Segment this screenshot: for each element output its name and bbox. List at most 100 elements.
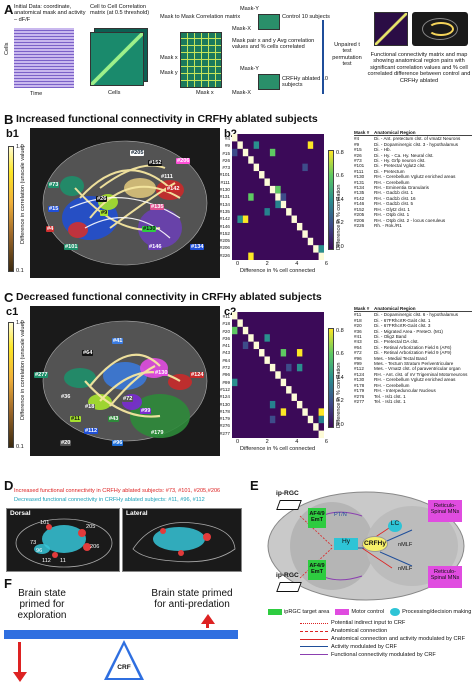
- heatmap-row-label: #134: [219, 201, 230, 207]
- iprgc-bot-icon: [276, 582, 302, 592]
- table-cell-mask: #206: [354, 217, 365, 223]
- table-cell-region: Di. - Migrated Area - PreteO. (M1): [374, 328, 443, 334]
- heatmap-diagonal-cell: [253, 163, 260, 172]
- b1-roi-111: #111: [160, 174, 174, 180]
- panel-a-step2: Cell to Cell Correlation matrix (at 0.5 …: [90, 4, 150, 17]
- result-matrix: [374, 12, 408, 46]
- arrow-legend-label: Potential indirect input to CRF: [331, 620, 406, 626]
- table-row: #72 Di. - Retinal Arborization Field 9 (A…: [354, 350, 472, 355]
- b2-cbar-ticks: 0.8 0.6 0.4 0.2 0.0: [336, 150, 344, 250]
- f-fulcrum-inner: [108, 645, 140, 678]
- table-row: #11 Di. - Dopaminergic clst. 6 - hypothal…: [354, 312, 472, 317]
- c1-cbar-bot: 0.1: [16, 444, 24, 450]
- panel-f-letter: F: [4, 576, 12, 591]
- b2-table-rows: #4 Di. - Ant. pretectum clst. of vmat2 Ne…: [354, 136, 472, 228]
- table-cell-mask: #179: [354, 388, 365, 394]
- c2-region-table: Mask # Anatomical Region #11 Di. - Dopami…: [354, 306, 472, 404]
- arrow-legend-label: Anatomical connection and activity modul…: [331, 635, 466, 642]
- table-row: #130 RH. - Cerebellum Vglut2 enriched are…: [354, 377, 472, 382]
- c2-table-header-k: Mask #: [354, 306, 370, 311]
- table-cell-region: Tel. - Isl1 clst. 1: [374, 398, 406, 404]
- panel-a-step1: Initial Data: coordinate, anatomical mas…: [14, 4, 86, 23]
- c2-xtick: 4: [295, 439, 299, 445]
- heatmap-row-label: #152: [219, 230, 230, 236]
- arrow-legend-row: Anatomical connection: [300, 628, 472, 634]
- b1-letter: b1: [6, 128, 19, 140]
- heatmap-cell: [280, 193, 287, 201]
- table-cell-region: Mes. - Medial Tectal Band: [374, 355, 427, 361]
- heatmap-row-label: #43: [222, 350, 230, 356]
- mask-y-bottom: Mask-Y: [240, 66, 259, 72]
- heatmap-row-label: #4: [224, 136, 230, 141]
- result-map: [412, 12, 468, 46]
- table-row: #124 RH. - Ant. clst. of nV Trigeminal Mo…: [354, 372, 472, 377]
- rs-bot: Reticulo-Spinal MNs: [428, 566, 462, 588]
- table-row: #179 RH. - Interpeduncular Nucleus: [354, 388, 472, 393]
- c1-roi-36: #36: [60, 394, 72, 400]
- d-label-96: 96: [36, 548, 43, 554]
- table-row: #26 Di. - Hy. - Ca. Hy. Neural clst.: [354, 153, 472, 158]
- table-row: #112 Mes. - Vmat2 clst. of paraventricula…: [354, 366, 472, 371]
- b1-roi-134: #134: [190, 244, 205, 250]
- table-row: #111 Di. - Pretectum: [354, 169, 472, 174]
- table-row: #101 Di. - Pretectal Vglut2 clst.: [354, 163, 472, 168]
- c1-roi-179: #179: [150, 430, 165, 436]
- table-cell-region: Di. - Pretectum: [374, 168, 405, 174]
- mask-x-label-bottom: Mask x: [196, 90, 214, 96]
- heatmap-row-label: #142: [219, 216, 230, 222]
- control-matrix: [258, 14, 280, 30]
- table-row: #41 Di. - Olig2 Band: [354, 334, 472, 339]
- b2-xtick: 2: [265, 261, 269, 267]
- heatmap-cell: [280, 349, 287, 357]
- table-cell-region: Di. - Dopaminergic clst. 6 - hypothalamu…: [374, 312, 458, 318]
- step5-text: Unpaired t test permutation test: [332, 42, 362, 68]
- table-row: #152 RH. - Glyt2 clst. 1: [354, 207, 472, 212]
- table-cell-mask: #4: [354, 136, 360, 142]
- c1-roi-11: #11: [70, 416, 82, 422]
- table-cell-region: Di. - Hy. - Ca. Hy. Neural clst.: [374, 152, 434, 158]
- arrow-legend-row: Anatomical connection and activity modul…: [300, 636, 472, 642]
- b2-table-header-k: Mask #: [354, 130, 370, 135]
- e-legend-iprgc: ipRGC target area: [268, 608, 329, 616]
- c1-brain-map: [30, 306, 220, 456]
- b1-roi-146: #146: [148, 244, 163, 250]
- b2-cbar-tick: 0.6: [336, 173, 344, 180]
- d-label-73: 73: [30, 540, 37, 546]
- panel-d-decreased: Decreased functional connectivity in CRF…: [14, 497, 205, 503]
- e-legend-label: Processing/decision making: [402, 608, 472, 615]
- dorsal-view: [6, 508, 120, 572]
- heatmap-row-label: #9: [224, 143, 230, 149]
- heatmap-row-label: #15: [222, 150, 230, 156]
- axis-cells-2: Cells: [108, 90, 121, 96]
- c1-connectivity-svg: [42, 320, 208, 442]
- table-cell-region: RH. - Interpeduncular Nucleus: [374, 388, 436, 394]
- b1-roi-26: #26: [96, 196, 108, 202]
- heatmap-diagonal-cell: [275, 193, 281, 201]
- heatmap-diagonal-cell: [302, 408, 308, 416]
- table-cell-mask: #64: [354, 344, 362, 350]
- table-row: #36 Di. - Migrated Area - PreteO. (M1): [354, 329, 472, 334]
- heatmap-diagonal-cell: [248, 334, 254, 342]
- c1-roi-130: #130: [154, 370, 169, 376]
- d-label-206: 206: [90, 544, 100, 550]
- f-down-arrow-shaft: [18, 642, 21, 676]
- d-label-101: 101: [40, 520, 50, 526]
- heatmap-cell: [302, 163, 308, 172]
- table-cell-region: RH. - Ant. clst. of nV Trigeminal Motorn…: [374, 371, 468, 377]
- heatmap-cell: [248, 193, 254, 201]
- ablated-matrix: [258, 74, 280, 90]
- heatmap-row-label: #206: [219, 245, 230, 251]
- table-cell-region: RH. - Otpb clst. 1: [374, 212, 410, 218]
- b1-brain-map: [30, 128, 220, 278]
- panel-e-letter: E: [250, 478, 259, 493]
- mask-x-label: Mask x: [160, 55, 178, 61]
- c1-roi-20: #20: [60, 440, 72, 446]
- table-cell-region: RH. - Eminentia Granularis: [374, 185, 429, 191]
- table-cell-region: Mes. - Vmat2 clst. of paraventricular or…: [374, 366, 461, 372]
- table-row: #4 Di. - Ant. pretectum clst. of vmat2 Ne…: [354, 136, 472, 141]
- hy-node: Hy: [334, 538, 358, 550]
- legend-swatch-icon: [335, 609, 350, 615]
- dorsal-svg: [15, 518, 113, 568]
- heatmap-row-label: #72: [222, 365, 230, 371]
- b2-xticks: 0 2 4 6: [236, 261, 328, 267]
